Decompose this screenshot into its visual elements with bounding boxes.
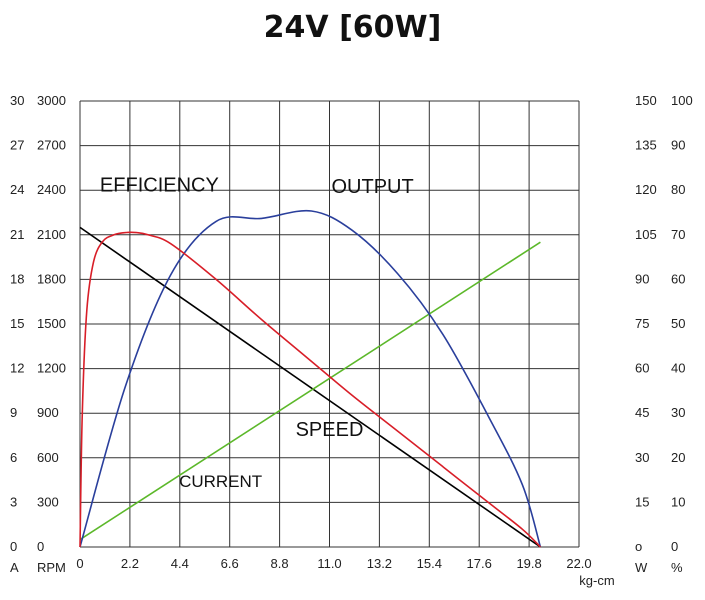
y-tick-label-a: 18 [10, 271, 24, 286]
y-tick-label-a: 15 [10, 316, 24, 331]
y-tick-label-a: 0 [10, 539, 17, 554]
series-label-efficiency: EFFICIENCY [100, 175, 219, 197]
x-tick-label: 6.6 [221, 556, 239, 571]
x-tick-label: 4.4 [171, 556, 189, 571]
x-tick-label: 8.8 [271, 556, 289, 571]
grid [79, 100, 580, 548]
y2-tick-label-percent: 30 [671, 405, 685, 420]
series-line-current [79, 241, 541, 541]
x-tick-label: 19.8 [516, 556, 541, 571]
y-tick-label-a: 30 [10, 93, 24, 108]
series-annotations: EFFICIENCY OUTPUT SPEED CURRENT [100, 175, 414, 491]
y2-tick-label-percent: 60 [671, 271, 685, 286]
y-tick-label-rpm: 0 [37, 539, 44, 554]
y-tick-label-rpm: 300 [37, 494, 59, 509]
y2-tick-label-w: 90 [635, 271, 649, 286]
y-tick-label-a: 24 [10, 182, 24, 197]
y-tick-label-a: 21 [10, 227, 24, 242]
y-axis-unit-rpm: RPM [37, 560, 66, 575]
series-line-speed [79, 226, 541, 548]
y-tick-label-rpm: 900 [37, 405, 59, 420]
x-tick-label: 13.2 [367, 556, 392, 571]
y2-tick-label-w: 15 [635, 494, 649, 509]
y2-tick-label-percent: 100 [671, 93, 693, 108]
y-tick-label-a: 12 [10, 361, 24, 376]
y2-axis-unit-w: W [635, 560, 648, 575]
y-tick-label-rpm: 2700 [37, 138, 66, 153]
y2-tick-label-w: 60 [635, 361, 649, 376]
y2-tick-label-w: 120 [635, 182, 657, 197]
y2-tick-label-w: 45 [635, 405, 649, 420]
y2-tick-label-percent: 90 [671, 138, 685, 153]
series-line-output [79, 209, 542, 548]
chart-title: 24V [60W] [263, 10, 442, 45]
y-tick-label-rpm: 2100 [37, 227, 66, 242]
y2-tick-label-percent: 20 [671, 450, 685, 465]
y2-tick-label-w: o [635, 539, 642, 554]
y-tick-label-rpm: 2400 [37, 182, 66, 197]
y-axis-unit-a: A [10, 560, 19, 575]
x-tick-label: 0 [76, 556, 83, 571]
y2-tick-label-percent: 40 [671, 361, 685, 376]
y2-axis-unit-percent: % [671, 560, 683, 575]
y-tick-label-a: 3 [10, 494, 17, 509]
y2-tick-label-w: 105 [635, 227, 657, 242]
x-axis-unit: kg-cm [579, 573, 614, 588]
x-tick-label: 17.6 [467, 556, 492, 571]
y-tick-label-rpm: 3000 [37, 93, 66, 108]
x-tick-label: 2.2 [121, 556, 139, 571]
x-tick-label: 22.0 [566, 556, 591, 571]
x-tick-label: 15.4 [417, 556, 442, 571]
series-label-output: OUTPUT [331, 176, 413, 198]
y-tick-label-a: 27 [10, 138, 24, 153]
x-tick-label: 11.0 [317, 556, 341, 571]
y-tick-label-a: 6 [10, 450, 17, 465]
y-tick-label-rpm: 1500 [37, 316, 66, 331]
y2-tick-label-percent: 0 [671, 539, 678, 554]
series-lines [79, 209, 542, 548]
y2-tick-label-percent: 70 [671, 227, 685, 242]
series-line-efficiency [79, 231, 541, 548]
y2-tick-label-w: 135 [635, 138, 657, 153]
y2-tick-label-percent: 80 [671, 182, 685, 197]
y-tick-label-rpm: 600 [37, 450, 59, 465]
y2-tick-label-w: 30 [635, 450, 649, 465]
series-label-current: CURRENT [179, 472, 262, 491]
y-tick-label-a: 9 [10, 405, 17, 420]
y-tick-label-rpm: 1200 [37, 361, 66, 376]
y2-tick-label-percent: 50 [671, 316, 685, 331]
axis-ticks: 036912151821242730A030060090012001500180… [10, 93, 693, 588]
series-label-speed: SPEED [296, 419, 364, 441]
y2-tick-label-w: 150 [635, 93, 657, 108]
y-tick-label-rpm: 1800 [37, 271, 66, 286]
y2-tick-label-percent: 10 [671, 494, 685, 509]
y2-tick-label-w: 75 [635, 316, 649, 331]
